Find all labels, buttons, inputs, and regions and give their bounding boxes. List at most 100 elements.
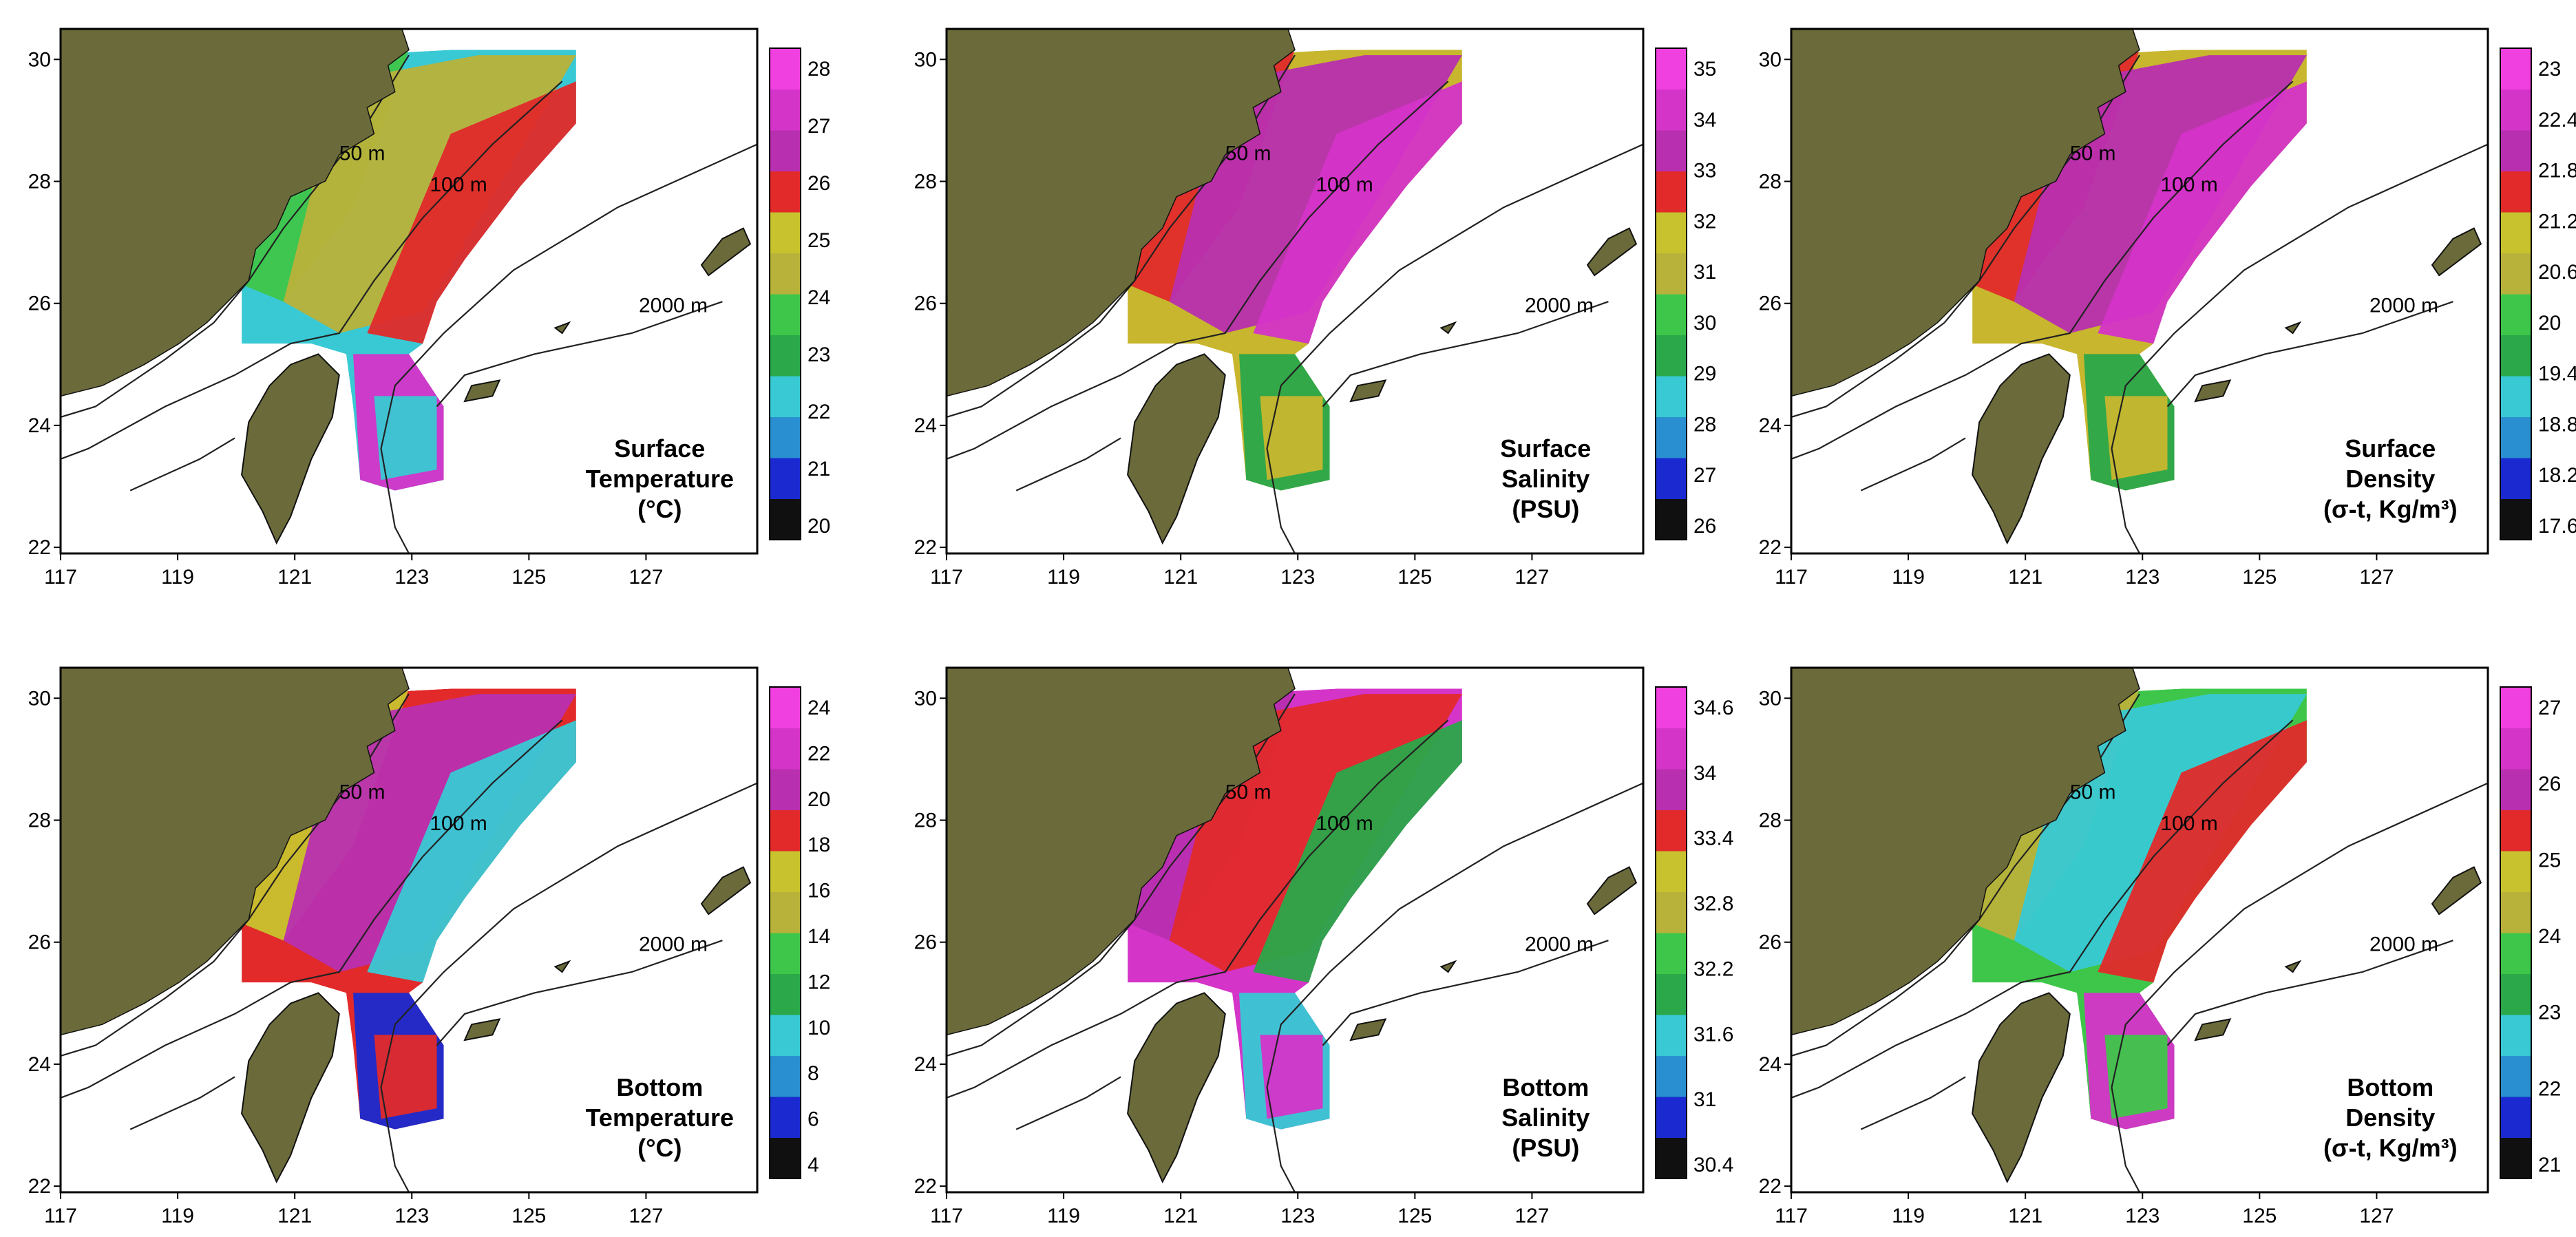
x-tick-label: 121: [2008, 566, 2042, 589]
colorbar-tick-label: 32.8: [1693, 893, 1733, 916]
y-tick-label: 30: [1759, 48, 1782, 71]
colorbar-segment: [770, 130, 801, 171]
colorbar-segment: [770, 253, 801, 295]
colorbar-segment: [770, 498, 801, 540]
field-band: [374, 396, 437, 480]
colorbar-segment: [1656, 335, 1687, 377]
island: [700, 227, 752, 277]
contour-label: 100 m: [1316, 812, 1373, 835]
colorbar-segment: [1656, 933, 1687, 974]
colorbar-tick-label: 12: [807, 971, 830, 993]
colorbar-segment: [770, 89, 801, 131]
isobath-line: [1791, 81, 2294, 460]
colorbar-segment: [2500, 458, 2531, 499]
island: [2431, 866, 2482, 916]
x-tick-label: 125: [1397, 1205, 1432, 1227]
colorbar-segment: [2500, 933, 2531, 974]
panel-title-line: Salinity: [1501, 465, 1590, 493]
panel-title-line: Density: [2345, 1103, 2435, 1132]
contour-label: 50 m: [339, 781, 386, 804]
field-band: [1260, 1035, 1323, 1119]
contour-label: 100 m: [1316, 173, 1373, 196]
y-tick-label: 24: [914, 1053, 937, 1076]
colorbar-tick-label: 18.8: [2538, 413, 2576, 436]
colorbar-segment: [2500, 1097, 2531, 1138]
colorbar-segment: [2500, 973, 2531, 1015]
panel-title-line: Salinity: [1501, 1103, 1590, 1132]
x-tick-label: 125: [1397, 566, 1432, 589]
colorbar-segment: [770, 1137, 801, 1179]
island: [1439, 321, 1457, 335]
colorbar-segment: [1656, 89, 1687, 131]
isobath-line: [1015, 437, 1121, 491]
colorbar-tick-label: 34: [1693, 762, 1716, 785]
x-tick-label: 119: [161, 566, 194, 589]
y-tick-label: 28: [1759, 810, 1782, 832]
colorbar-tick-label: 20: [2538, 312, 2561, 335]
isobath-line: [946, 81, 1449, 460]
colorbar-tick-label: 27: [2538, 697, 2561, 719]
colorbar-segment: [1656, 851, 1687, 892]
island: [1586, 866, 1638, 916]
panel-bottom-density: 50 m 100 m 2000 m 117 119 121 123 125 127 22 24 26 2…: [1759, 666, 2561, 1227]
colorbar-tick-label: 24: [2538, 925, 2561, 948]
colorbar-segment: [2500, 728, 2531, 770]
colorbar-tick-label: 25: [807, 229, 830, 252]
colorbar-segment: [2500, 851, 2531, 892]
colorbar-tick-label: 27: [1693, 464, 1716, 487]
isobath-line: [1322, 940, 1609, 1046]
contour-label: 100 m: [430, 173, 487, 196]
panel-surface-temperature: 50 m 100 m 2000 m 117 119 121 123 125 127 22 24 26 2…: [28, 28, 830, 589]
colorbar-segment: [770, 1055, 801, 1097]
colorbar-segment: [1656, 130, 1687, 171]
colorbar-tick-label: 27: [807, 115, 830, 138]
contour-label: 2000 m: [639, 294, 708, 317]
colorbar-segment: [1656, 1137, 1687, 1179]
x-tick-label: 123: [2125, 1205, 2160, 1227]
island: [1349, 1018, 1387, 1042]
x-tick-label: 123: [394, 1205, 429, 1227]
field-band: [367, 81, 576, 344]
panel-title-line: Surface: [2345, 434, 2436, 463]
x-tick-label: 127: [629, 1205, 663, 1227]
colorbar-frame: [769, 47, 801, 540]
colorbar-segment: [770, 48, 801, 89]
colorbar-tick-label: 31: [1693, 261, 1716, 284]
colorbar-tick-label: 14: [807, 925, 830, 948]
panel-title-line: Bottom: [1502, 1073, 1589, 1101]
y-tick-label: 26: [914, 931, 937, 954]
x-tick-label: 121: [277, 1205, 312, 1227]
contour-label: 100 m: [430, 812, 487, 835]
y-tick-label: 28: [914, 171, 937, 193]
isobath-line: [60, 81, 563, 460]
colorbar-tick-label: 18.2: [2538, 464, 2576, 487]
colorbar-segment: [2500, 1055, 2531, 1097]
y-tick-label: 22: [914, 1175, 937, 1198]
isobath-line: [380, 143, 758, 554]
panel-bottom-salinity: 50 m 100 m 2000 m 117 119 121 123 125 127 22 24 26 2…: [914, 666, 1733, 1227]
colorbar-tick-label: 20: [807, 515, 830, 538]
colorbar-segment: [770, 851, 801, 892]
colorbar-segment: [770, 1097, 801, 1138]
colorbar-segment: [1656, 212, 1687, 253]
isobath-line: [436, 301, 723, 408]
colorbar-segment: [770, 1015, 801, 1056]
y-tick-label: 24: [28, 1053, 51, 1076]
colorbar-tick-label: 24: [807, 697, 830, 719]
field-band: [374, 1035, 437, 1119]
colorbar-tick-label: 20.6: [2538, 261, 2576, 284]
panel-title-line: (σ-t, Kg/m³): [2323, 495, 2458, 523]
x-tick-label: 127: [629, 566, 663, 589]
taiwan-island: [1127, 353, 1226, 545]
colorbar-segment: [770, 294, 801, 335]
colorbar-tick-label: 32: [1693, 210, 1716, 233]
y-tick-label: 26: [1759, 931, 1782, 954]
contour-label: 2000 m: [639, 933, 708, 955]
colorbar-tick-label: 6: [807, 1108, 819, 1131]
colorbar-segment: [1656, 891, 1687, 933]
isobath-line: [2111, 143, 2489, 554]
contour-label: 2000 m: [1525, 933, 1594, 955]
colorbar-tick-label: 26: [1693, 515, 1716, 538]
contour-label: 100 m: [2160, 812, 2217, 835]
panel-title-line: Density: [2345, 465, 2435, 493]
